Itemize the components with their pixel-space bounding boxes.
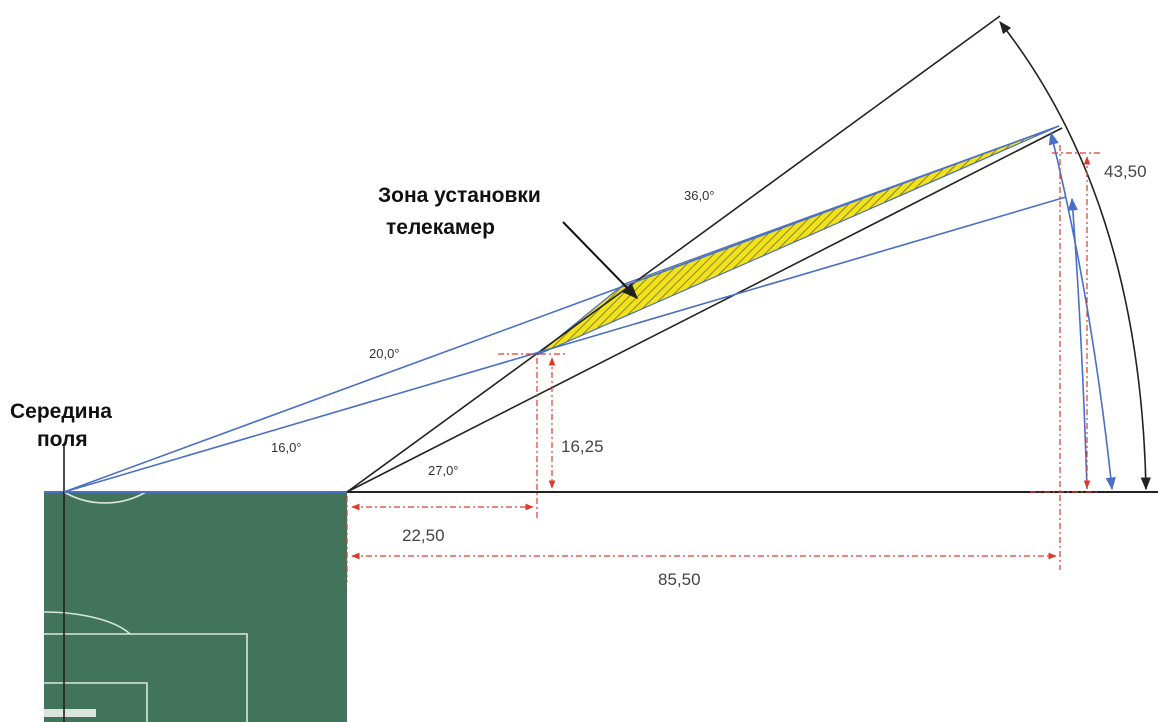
sight-line-20 xyxy=(63,196,1067,493)
penalty-box-line xyxy=(44,633,248,722)
dim-label-16-25: 16,25 xyxy=(561,437,604,456)
goal-box-line xyxy=(44,682,148,722)
dim-label-85-50: 85,50 xyxy=(658,570,701,589)
midfield-label-line2: поля xyxy=(37,428,88,451)
angle-label-20: 20,0° xyxy=(369,346,400,361)
dimension-lines xyxy=(346,145,1102,582)
zone-callout-arrow xyxy=(562,221,639,300)
arc-16 xyxy=(1067,197,1088,490)
goal-post xyxy=(44,709,96,717)
zone-title-line1: Зона установки xyxy=(378,184,541,207)
sight-line-36 xyxy=(346,15,1001,493)
zone-title-line2: телекамер xyxy=(386,216,495,239)
angle-label-16: 16,0° xyxy=(271,440,302,455)
dim-label-43-50: 43,50 xyxy=(1104,162,1147,181)
midfield-label-line1: Середина xyxy=(10,400,112,423)
sight-line-27 xyxy=(346,127,1063,493)
arc-36 xyxy=(999,20,1151,491)
angle-label-27: 27,0° xyxy=(428,463,459,478)
penalty-arc xyxy=(43,611,131,635)
field-area xyxy=(44,492,347,722)
football-field xyxy=(43,491,347,722)
dim-label-22-50: 22,50 xyxy=(402,526,445,545)
camera-zone-hatched xyxy=(536,125,1060,356)
sight-line-16 xyxy=(63,125,1060,493)
angle-label-36: 36,0° xyxy=(684,188,715,203)
center-circle-arc xyxy=(63,491,147,504)
